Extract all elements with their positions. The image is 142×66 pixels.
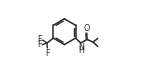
Text: N: N [78,43,84,52]
Text: F: F [37,35,42,44]
Text: F: F [37,40,41,49]
Text: F: F [45,49,50,58]
Text: H: H [78,46,84,55]
Text: O: O [83,23,90,33]
